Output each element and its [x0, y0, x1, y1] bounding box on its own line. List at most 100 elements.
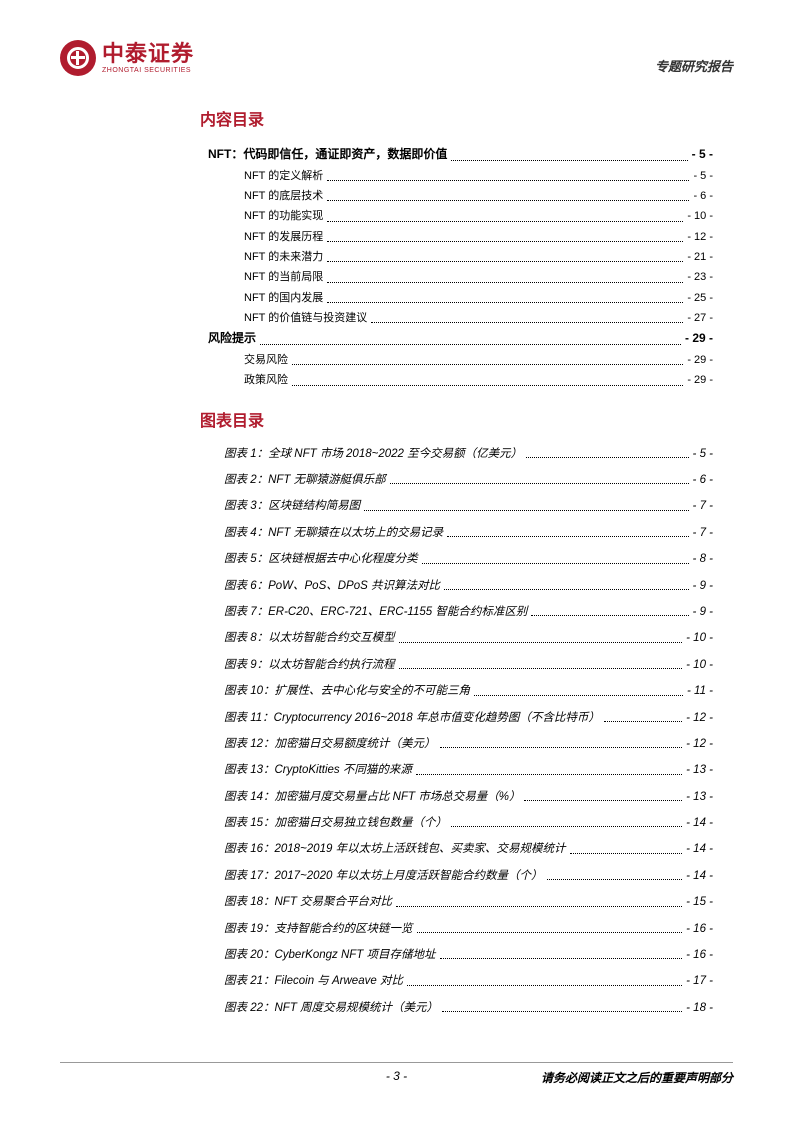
figure-entry-page: - 13 - [686, 788, 713, 806]
figure-leader-dots [416, 761, 682, 774]
figure-entry-title: 图表 9：以太坊智能合约执行流程 [224, 656, 395, 674]
figure-entry: 图表 2：NFT 无聊猿游艇俱乐部- 6 - [224, 471, 713, 489]
toc-leader-dots [260, 328, 681, 345]
figure-entry-page: - 15 - [686, 893, 713, 911]
figure-leader-dots [399, 629, 683, 642]
toc-entry-page: - 23 - [687, 267, 713, 287]
figure-entry-title: 图表 2：NFT 无聊猿游艇俱乐部 [224, 471, 386, 489]
figure-entry: 图表 1：全球 NFT 市场 2018~2022 至今交易额（亿美元） - 5 - [224, 445, 713, 463]
figure-entry-page: - 17 - [686, 972, 713, 990]
toc-entry-page: - 27 - [687, 308, 713, 328]
toc-leader-dots [327, 267, 683, 282]
figure-leader-dots [442, 999, 682, 1012]
figure-entry-page: - 16 - [686, 920, 713, 938]
figure-entry-title: 图表 15：加密猫日交易独立钱包数量（个） [224, 814, 447, 832]
figures-heading: 图表目录 [200, 407, 713, 431]
toc-entry-title: NFT 的定义解析 [244, 166, 323, 186]
toc-entry-page: - 6 - [693, 186, 713, 206]
figure-entry-title: 图表 14：加密猫月度交易量占比 NFT 市场总交易量（%） [224, 788, 520, 806]
figure-entry-page: - 9 - [693, 603, 713, 621]
content-area: 内容目录 NFT：代码即信任，通证即资产，数据即价值- 5 -NFT 的定义解析… [60, 106, 733, 1017]
figures-list: 图表 1：全球 NFT 市场 2018~2022 至今交易额（亿美元） - 5 -… [200, 445, 713, 1018]
toc-entry: 风险提示 - 29 - [208, 328, 713, 350]
figure-leader-dots [390, 471, 689, 484]
figure-entry-page: - 9 - [693, 577, 713, 595]
page-header: 中泰证券 ZHONGTAI SECURITIES 专题研究报告 [60, 40, 733, 76]
figure-entry-page: - 7 - [693, 497, 713, 515]
toc-entry: NFT 的功能实现- 10 - [244, 206, 713, 226]
figure-entry: 图表 4：NFT 无聊猿在以太坊上的交易记录- 7 - [224, 524, 713, 542]
toc-entry-title: NFT 的国内发展 [244, 288, 323, 308]
logo-en-text: ZHONGTAI SECURITIES [102, 67, 194, 74]
toc-entry: NFT 的国内发展 - 25 - [244, 288, 713, 308]
page-footer: - 3 - 请务必阅读正文之后的重要声明部分 [60, 1062, 733, 1086]
toc-entry-title: NFT 的发展历程 [244, 227, 323, 247]
figure-entry-page: - 14 - [686, 867, 713, 885]
figure-entry: 图表 22：NFT 周度交易规模统计（美元）- 18 - [224, 999, 713, 1017]
toc-leader-dots [292, 370, 683, 385]
figure-entry: 图表 10：扩展性、去中心化与安全的不可能三角 - 11 - [224, 682, 713, 700]
toc-entry-page: - 29 - [685, 328, 713, 350]
toc-entry-page: - 12 - [687, 227, 713, 247]
page-number: - 3 - [386, 1069, 407, 1083]
figure-entry: 图表 9：以太坊智能合约执行流程 - 10 - [224, 656, 713, 674]
figure-entry-title: 图表 5：区块链根据去中心化程度分类 [224, 550, 418, 568]
toc-entry-title: NFT 的价值链与投资建议 [244, 308, 367, 328]
toc-entry-page: - 5 - [693, 166, 713, 186]
toc-entry-title: 政策风险 [244, 370, 288, 390]
figure-entry-title: 图表 16：2018~2019 年以太坊上活跃钱包、买卖家、交易规模统计 [224, 840, 566, 858]
figure-entry: 图表 6：PoW、PoS、DPoS 共识算法对比 - 9 - [224, 577, 713, 595]
toc-heading: 内容目录 [200, 106, 713, 130]
figure-entry-title: 图表 10：扩展性、去中心化与安全的不可能三角 [224, 682, 470, 700]
figure-entry-title: 图表 3：区块链结构简易图 [224, 497, 360, 515]
toc-entry-page: - 29 - [687, 350, 713, 370]
figure-entry-title: 图表 4：NFT 无聊猿在以太坊上的交易记录 [224, 524, 443, 542]
figure-leader-dots [407, 972, 682, 985]
figure-entry-title: 图表 8：以太坊智能合约交互模型 [224, 629, 395, 647]
toc-leader-dots [371, 308, 683, 323]
toc-entry-title: 风险提示 [208, 328, 256, 350]
figure-entry-page: - 11 - [687, 682, 713, 700]
figure-entry-title: 图表 19：支持智能合约的区块链一览 [224, 920, 413, 938]
figure-entry-page: - 13 - [686, 761, 713, 779]
toc-entry-title: NFT 的未来潜力 [244, 247, 323, 267]
report-type: 专题研究报告 [655, 56, 733, 75]
figure-entry-title: 图表 18：NFT 交易聚合平台对比 [224, 893, 392, 911]
figure-entry: 图表 18：NFT 交易聚合平台对比 - 15 - [224, 893, 713, 911]
figure-entry-title: 图表 1：全球 NFT 市场 2018~2022 至今交易额（亿美元） [224, 445, 522, 463]
toc-entry: NFT 的定义解析 - 5 - [244, 166, 713, 186]
figure-entry-page: - 16 - [686, 946, 713, 964]
figure-entry: 图表 13：CryptoKitties 不同猫的来源 - 13 - [224, 761, 713, 779]
figure-leader-dots [570, 840, 683, 853]
figure-entry-page: - 10 - [686, 629, 713, 647]
figure-entry: 图表 3：区块链结构简易图 - 7 - [224, 497, 713, 515]
figure-entry-page: - 10 - [686, 656, 713, 674]
toc-entry-title: 交易风险 [244, 350, 288, 370]
figure-leader-dots [526, 445, 688, 458]
figure-entry-title: 图表 6：PoW、PoS、DPoS 共识算法对比 [224, 577, 440, 595]
figure-entry: 图表 8：以太坊智能合约交互模型 - 10 - [224, 629, 713, 647]
figure-entry: 图表 7：ER-C20、ERC-721、ERC-1155 智能合约标准区别- 9… [224, 603, 713, 621]
toc-entry-page: - 25 - [687, 288, 713, 308]
figure-entry-page: - 5 - [693, 445, 713, 463]
figure-entry-title: 图表 13：CryptoKitties 不同猫的来源 [224, 761, 412, 779]
figure-entry-title: 图表 17：2017~2020 年以太坊上月度活跃智能合约数量（个） [224, 867, 543, 885]
figure-entry: 图表 5：区块链根据去中心化程度分类- 8 - [224, 550, 713, 568]
toc-entry-page: - 29 - [687, 370, 713, 390]
figure-entry-title: 图表 21：Filecoin 与 Arweave 对比 [224, 972, 403, 990]
toc-leader-dots [451, 144, 687, 161]
toc-leader-dots [327, 166, 689, 181]
figure-entry: 图表 19：支持智能合约的区块链一览 - 16 - [224, 920, 713, 938]
logo-block: 中泰证券 ZHONGTAI SECURITIES [60, 40, 194, 76]
toc-entry: NFT：代码即信任，通证即资产，数据即价值- 5 - [208, 144, 713, 166]
figure-leader-dots [440, 946, 683, 959]
toc-entry-title: NFT 的底层技术 [244, 186, 323, 206]
toc-leader-dots [327, 206, 683, 221]
figure-leader-dots [524, 788, 682, 801]
figure-leader-dots [447, 524, 688, 537]
toc-entry-page: - 10 - [687, 206, 713, 226]
figure-entry-page: - 14 - [686, 840, 713, 858]
toc-entry-page: - 21 - [687, 247, 713, 267]
figure-entry: 图表 17：2017~2020 年以太坊上月度活跃智能合约数量（个） - 14 - [224, 867, 713, 885]
figure-leader-dots [547, 867, 683, 880]
